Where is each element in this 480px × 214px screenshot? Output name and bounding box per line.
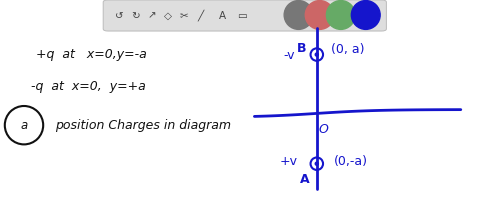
Text: ◇: ◇	[164, 10, 172, 21]
Ellipse shape	[315, 162, 318, 165]
Ellipse shape	[315, 53, 318, 56]
Text: B: B	[297, 42, 306, 55]
Text: ↺: ↺	[115, 10, 123, 21]
Text: position Charges in diagram: position Charges in diagram	[55, 119, 231, 132]
Text: ▭: ▭	[238, 10, 247, 21]
Ellipse shape	[326, 1, 355, 29]
Text: O: O	[319, 123, 328, 136]
Text: ↻: ↻	[131, 10, 140, 21]
Text: ✂: ✂	[180, 10, 189, 21]
Text: +v: +v	[280, 155, 298, 168]
Text: A: A	[300, 173, 310, 186]
Ellipse shape	[284, 1, 313, 29]
Text: a: a	[20, 119, 28, 132]
Text: A: A	[219, 10, 226, 21]
Text: (0, a): (0, a)	[331, 43, 365, 56]
Text: -v: -v	[283, 49, 295, 62]
Text: ↗: ↗	[147, 10, 156, 21]
Text: ╱: ╱	[197, 10, 204, 21]
Text: +q  at   x=0,y=-a: +q at x=0,y=-a	[36, 48, 147, 61]
Text: (0,-a): (0,-a)	[334, 156, 367, 168]
Ellipse shape	[351, 1, 380, 29]
Ellipse shape	[305, 1, 334, 29]
Text: -q  at  x=0,  y=+a: -q at x=0, y=+a	[31, 80, 146, 93]
FancyBboxPatch shape	[103, 0, 386, 31]
